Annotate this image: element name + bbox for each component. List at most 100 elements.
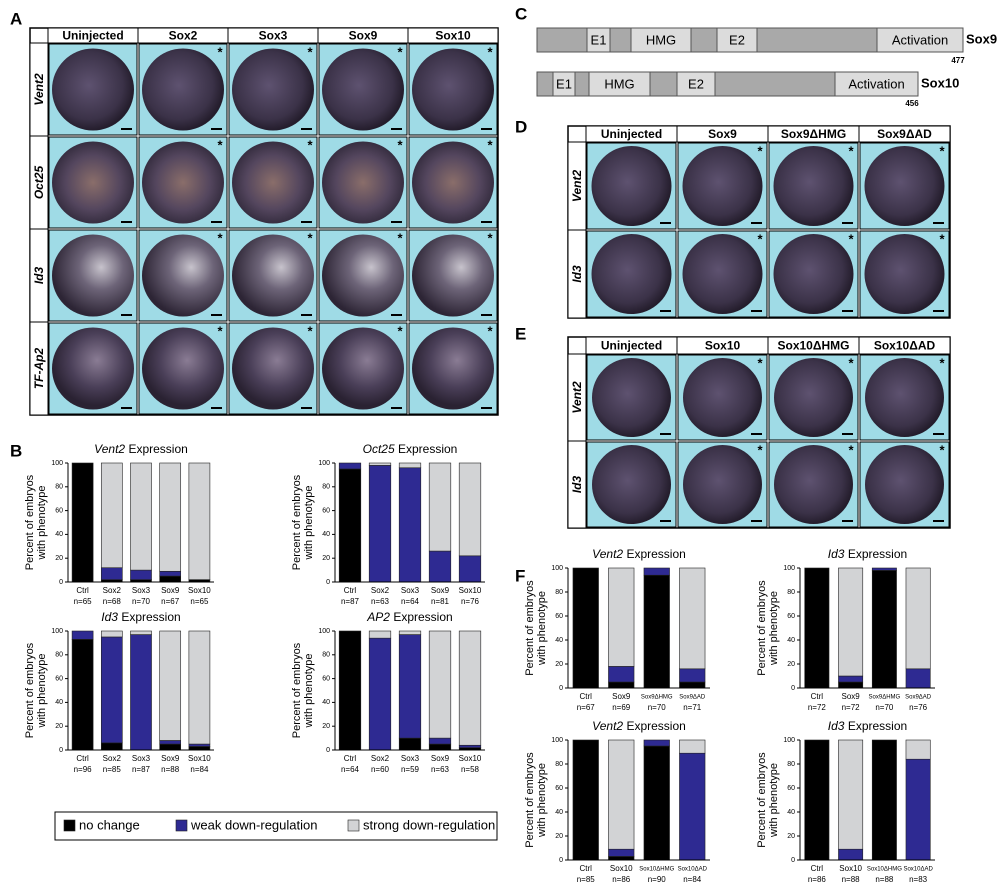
domain-label: E2 (729, 32, 745, 47)
embryo-image (232, 234, 314, 317)
n-label: n=65 (74, 597, 93, 606)
x-tick-label: Sox10ΔAD (678, 867, 708, 873)
y-tick-label: 40 (555, 637, 563, 644)
significance-marker: * (939, 143, 945, 158)
y-axis-label: Percent of embryos (524, 580, 536, 676)
bar-segment (458, 744, 482, 748)
y-tick-label: 60 (555, 785, 563, 792)
column-header: Sox9 (349, 29, 378, 43)
domain-box (676, 71, 716, 97)
bar-segment (458, 630, 482, 746)
embryo-image (412, 234, 494, 317)
y-tick-label: 60 (322, 507, 330, 514)
header-cell (407, 27, 499, 44)
embryo-image (591, 146, 672, 226)
y-axis-label: Percent of embryos (291, 474, 303, 570)
embryo-image (142, 141, 224, 224)
significance-marker: * (939, 355, 945, 370)
y-tick-label: 100 (318, 628, 330, 635)
title-text: Expression (398, 442, 457, 456)
bar-segment (838, 739, 864, 850)
bar-segment (679, 681, 706, 689)
n-label: n=59 (401, 765, 420, 774)
bar-segment (458, 555, 482, 583)
n-label: n=65 (190, 597, 209, 606)
embryo-image (592, 358, 671, 437)
y-tick-label: 20 (322, 555, 330, 562)
significance-marker: * (939, 231, 945, 246)
significance-marker: * (757, 442, 763, 457)
embryo-image (774, 445, 853, 524)
embryo-image (322, 234, 404, 317)
embryo-image (774, 358, 853, 437)
y-tick-label: 20 (322, 723, 330, 730)
embryo-image (591, 234, 672, 314)
significance-marker: * (487, 230, 493, 245)
y-tick-label: 100 (783, 565, 795, 572)
x-tick-label: Sox9 (431, 586, 450, 595)
x-tick-label: Sox9 (842, 692, 861, 701)
title-text: Expression (121, 610, 180, 624)
significance-marker: * (397, 137, 403, 152)
embryo-image (592, 445, 671, 524)
embryo-image (322, 141, 404, 224)
y-axis-label: with phenotype (536, 763, 548, 838)
bar-segment (159, 570, 182, 577)
chart-title: Id3 Expression (828, 547, 907, 561)
x-tick-label: Sox2 (371, 586, 390, 595)
row-label: Id3 (570, 476, 584, 494)
row-label: TF-Ap2 (32, 348, 46, 390)
bar-segment (100, 636, 123, 744)
n-label: n=84 (683, 875, 702, 884)
n-label: n=69 (612, 703, 631, 712)
domain-label: E1 (556, 76, 572, 91)
title-gene: Id3 (101, 610, 118, 624)
title-text: Expression (848, 547, 907, 561)
bar-segment (130, 569, 152, 580)
y-axis-label: Percent of embryos (291, 642, 303, 738)
bar-segment (398, 737, 422, 751)
embryo-image (142, 234, 224, 317)
embryo-image (773, 234, 854, 314)
n-label: n=87 (132, 765, 151, 774)
bar-segment (100, 462, 123, 569)
bar-segment (679, 567, 706, 670)
title-gene: Vent2 (592, 719, 623, 733)
embryo-image (865, 358, 944, 437)
legend-swatch (347, 819, 360, 832)
n-label: n=72 (808, 703, 827, 712)
y-tick-label: 20 (787, 661, 795, 668)
significance-marker: * (307, 230, 313, 245)
x-tick-label: Ctrl (76, 754, 89, 763)
x-tick-label: Ctrl (344, 754, 357, 763)
embryo-image (322, 48, 404, 131)
protein-name: Sox10 (921, 75, 959, 90)
column-header: Uninjected (601, 339, 662, 353)
x-tick-label: Sox9 (431, 754, 450, 763)
embryo-image (412, 327, 494, 410)
embryo-image (682, 146, 763, 226)
column-header: Uninjected (62, 29, 123, 43)
bar-segment (368, 465, 392, 583)
column-header: Uninjected (601, 127, 662, 141)
bar-segment (188, 743, 211, 747)
bar-segment (100, 742, 123, 751)
bar-segment (871, 567, 897, 571)
x-tick-label: Sox10ΔHMG (867, 867, 902, 873)
domain-label: E1 (591, 32, 607, 47)
y-tick-label: 20 (55, 723, 63, 730)
y-axis-label: with phenotype (768, 591, 780, 666)
bar-segment (804, 739, 830, 861)
embryo-image (142, 327, 224, 410)
domain-box (586, 27, 611, 53)
domain-box (834, 71, 919, 97)
n-label: n=76 (461, 597, 480, 606)
x-tick-label: Sox9 (612, 692, 631, 701)
bar-segment (159, 630, 182, 741)
x-tick-label: Sox9ΔAD (679, 695, 706, 701)
embryo-image (232, 327, 314, 410)
y-tick-label: 60 (555, 613, 563, 620)
y-axis-label: Percent of embryos (756, 752, 768, 848)
embryo-image (232, 141, 314, 224)
y-tick-label: 100 (51, 460, 63, 467)
